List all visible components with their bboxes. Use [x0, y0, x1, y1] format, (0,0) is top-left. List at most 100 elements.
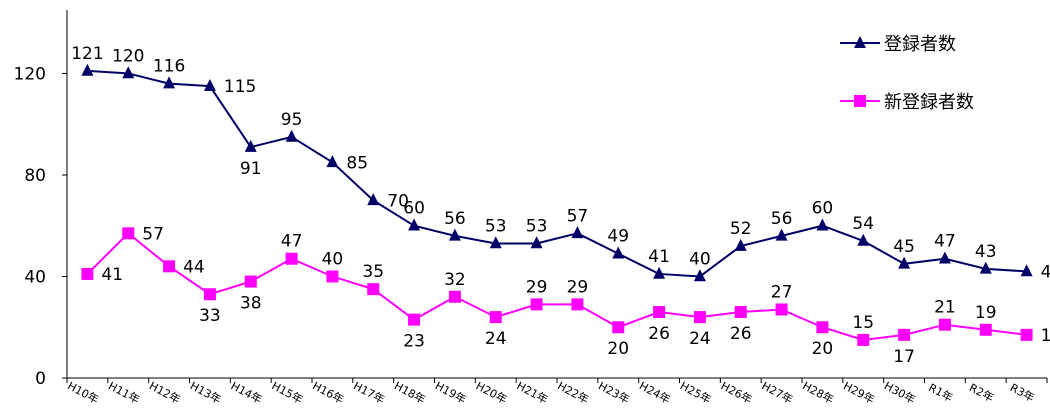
data-point — [163, 260, 176, 273]
data-point — [775, 303, 788, 316]
data-point — [653, 266, 666, 279]
data-point — [612, 321, 625, 334]
data-label: 41 — [648, 247, 670, 267]
data-label: 47 — [934, 232, 956, 252]
data-label: 54 — [852, 214, 874, 234]
data-label: 57 — [142, 224, 164, 244]
x-tick-label: H24年 — [637, 378, 673, 406]
data-label: 56 — [444, 209, 466, 229]
data-label: 15 — [852, 313, 874, 333]
data-point — [203, 288, 216, 301]
data-label: 23 — [403, 332, 425, 352]
legend-label: 新登録者数 — [884, 92, 974, 113]
data-point — [571, 298, 584, 311]
data-label: 21 — [934, 298, 956, 318]
data-point — [408, 218, 421, 231]
data-label: 20 — [812, 339, 834, 359]
data-label: 20 — [607, 339, 629, 359]
x-tick-label: H12年 — [147, 378, 183, 406]
x-tick-label: H28年 — [800, 378, 836, 406]
y-tick-label: 120 — [14, 64, 46, 84]
data-point — [448, 228, 461, 241]
data-label: 41 — [101, 265, 123, 285]
data-label: 40 — [689, 249, 711, 269]
data-label: 45 — [893, 237, 915, 257]
x-tick-label: H14年 — [229, 378, 265, 406]
data-point — [571, 226, 584, 239]
series-line — [87, 69, 1027, 278]
data-label: 17 — [1041, 326, 1050, 346]
x-tick-label: H10年 — [65, 378, 101, 406]
data-point — [489, 236, 502, 249]
data-point — [693, 269, 706, 282]
data-label: 56 — [771, 209, 793, 229]
y-tick-label: 0 — [35, 369, 46, 389]
series-line — [86, 231, 1027, 341]
data-label: 43 — [975, 242, 997, 262]
data-label: 47 — [281, 232, 303, 252]
data-label: 35 — [362, 262, 384, 282]
data-point — [326, 270, 339, 283]
data-label: 70 — [387, 191, 409, 211]
data-label: 40 — [322, 249, 344, 269]
data-point — [979, 261, 992, 274]
data-point — [203, 78, 216, 91]
data-point — [1020, 264, 1033, 277]
data-point — [898, 256, 911, 269]
data-point — [367, 193, 380, 206]
x-tick-label: H29年 — [841, 378, 877, 406]
data-point — [1020, 328, 1033, 341]
data-label: 38 — [240, 294, 262, 314]
series-lines — [86, 69, 1027, 341]
data-label: 42 — [1041, 262, 1050, 282]
data-point — [285, 129, 298, 142]
data-point — [408, 313, 421, 326]
x-tick-label: H23年 — [596, 378, 632, 406]
x-tick-label: H18年 — [392, 378, 428, 406]
data-label: 49 — [607, 227, 629, 247]
data-label: 121 — [71, 44, 103, 64]
data-label: 60 — [812, 199, 834, 219]
x-tick-label: H13年 — [188, 378, 224, 406]
x-tick-label: H19年 — [433, 378, 469, 406]
legend-label: 登録者数 — [884, 34, 956, 55]
data-point — [857, 333, 870, 346]
data-label: 19 — [975, 303, 997, 323]
data-label: 53 — [526, 216, 548, 236]
data-label: 60 — [403, 199, 425, 219]
data-point — [734, 238, 747, 251]
x-tick-label: H20年 — [474, 378, 510, 406]
data-label: 52 — [730, 219, 752, 239]
data-label: 44 — [183, 257, 205, 277]
data-label: 24 — [485, 329, 507, 349]
data-point — [244, 139, 257, 152]
data-label: 26 — [648, 324, 670, 344]
data-label: 17 — [893, 347, 915, 367]
legend-marker — [854, 95, 866, 107]
data-point — [734, 306, 747, 319]
data-label: 24 — [689, 329, 711, 349]
data-point — [81, 267, 94, 280]
x-tick-label: H27年 — [759, 378, 795, 406]
x-tick-label: R2年 — [967, 380, 996, 404]
x-tick-label: H21年 — [514, 378, 550, 406]
data-point — [979, 323, 992, 336]
data-label: 29 — [526, 277, 548, 297]
data-point — [898, 328, 911, 341]
x-tick-label: H15年 — [269, 378, 305, 406]
y-tick-label: 80 — [24, 166, 46, 186]
data-point — [816, 218, 829, 231]
data-label: 85 — [346, 153, 368, 173]
data-label: 53 — [485, 216, 507, 236]
data-label: 32 — [444, 270, 466, 290]
data-point — [857, 233, 870, 246]
data-label: 26 — [730, 324, 752, 344]
data-label: 115 — [224, 77, 256, 97]
data-label: 95 — [281, 110, 303, 130]
data-point — [244, 275, 257, 288]
data-point — [938, 251, 951, 264]
data-point — [530, 298, 543, 311]
legend-marker — [854, 36, 866, 48]
